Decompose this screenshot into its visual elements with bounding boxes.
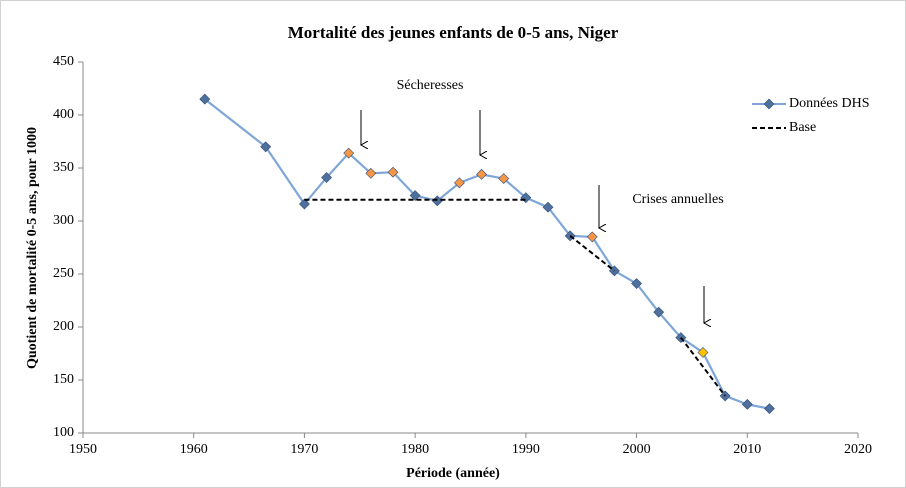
x-tick-label: 1970 xyxy=(290,442,318,457)
data-point xyxy=(343,147,355,159)
data-point xyxy=(719,390,731,402)
data-point xyxy=(476,168,487,180)
x-tick-label: 1960 xyxy=(180,442,208,457)
x-axis-label: Période (année) xyxy=(406,466,500,481)
data-point xyxy=(299,198,310,210)
y-tick-label: 150 xyxy=(53,372,74,387)
series-line xyxy=(304,198,726,397)
data-point xyxy=(365,167,377,179)
data-point xyxy=(586,231,598,243)
y-tick-label: 400 xyxy=(53,107,74,122)
y-tick-label: 100 xyxy=(53,425,74,440)
x-tick-label: 2010 xyxy=(733,442,761,457)
data-point xyxy=(741,398,753,410)
data-point xyxy=(498,173,510,185)
data-point xyxy=(697,347,709,358)
y-tick-label: 200 xyxy=(53,319,74,334)
data-point xyxy=(542,201,554,213)
data-point xyxy=(764,403,775,415)
y-tick-label: 350 xyxy=(53,160,74,175)
x-tick-label: 1950 xyxy=(69,442,97,457)
x-tick-label: 2000 xyxy=(623,442,651,457)
y-axis-label: Quotient de mortalité 0-5 ans, pour 1000 xyxy=(25,127,40,369)
legend-marker xyxy=(763,98,775,110)
y-tick-label: 450 xyxy=(53,54,74,69)
data-point xyxy=(454,177,465,189)
data-point xyxy=(321,172,332,183)
data-point xyxy=(653,306,665,318)
data-point xyxy=(520,192,532,204)
legend-label: Base xyxy=(789,120,816,135)
chart-title: Mortalité des jeunes enfants de 0-5 ans,… xyxy=(288,23,619,42)
x-tick-label: 1980 xyxy=(401,442,429,457)
data-point xyxy=(409,190,421,201)
annotation: Crises annuelles xyxy=(632,192,723,207)
series-line xyxy=(204,98,770,410)
arrows xyxy=(361,110,704,323)
data-point xyxy=(199,93,211,105)
x-tick-label: 2020 xyxy=(844,442,872,457)
data-point xyxy=(631,278,642,289)
y-tick-label: 300 xyxy=(53,213,74,228)
data-point xyxy=(387,166,399,178)
annotation: Sécheresses xyxy=(397,78,464,93)
x-tick-label: 1990 xyxy=(512,442,540,457)
data-point xyxy=(260,141,272,153)
legend-label: Données DHS xyxy=(789,96,870,111)
y-tick-label: 250 xyxy=(53,266,74,281)
